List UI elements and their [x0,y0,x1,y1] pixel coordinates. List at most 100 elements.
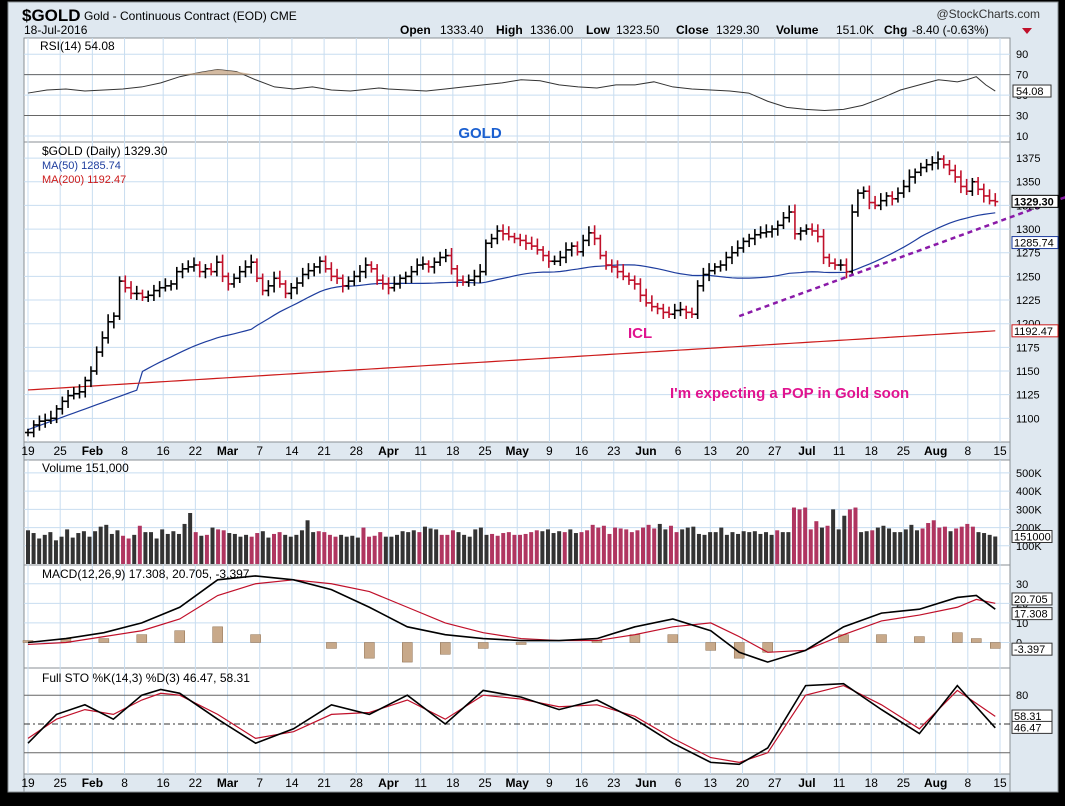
price-bar [30,420,37,438]
volume-bar [76,533,81,564]
x-tick-label: 28 [350,776,364,790]
volume-layer [26,507,998,564]
price-bar [643,288,650,307]
volume-bar [534,530,539,564]
volume-bar [344,536,349,564]
volume-bar [31,533,36,564]
volume-bar [210,527,215,564]
ma50-line [27,212,996,431]
macd-histogram-bar [212,626,223,643]
price-bar [843,258,850,279]
x-tick-label: 25 [897,444,911,458]
ma50-value-box [1011,236,1059,250]
price-bar [614,260,621,279]
volume-bar [540,531,545,564]
volume-bar [400,531,405,564]
x-tick-label: 11 [833,444,846,458]
volume-bar [143,532,148,564]
price-bar [391,276,398,292]
price-bar [282,280,289,299]
price-bar [671,303,678,319]
ma50-legend: MA(50) 1285.74 [42,160,121,172]
price-bar [42,413,49,428]
x-tick-label: 14 [285,444,299,458]
price-bar [328,262,335,282]
volume-tick-label: 500K [1016,468,1042,480]
ma50-value-label: 1285.74 [1014,238,1054,250]
volume-bar [976,532,981,564]
price-bar [477,264,484,284]
price-bar [168,280,175,291]
icl-annotation: ICL [628,325,652,342]
price-bar [465,274,472,287]
price-bar [837,259,844,271]
price-bar [551,255,558,266]
price-bar [437,251,444,266]
x-tick-label: 18 [446,444,460,458]
volume-bar [719,527,724,564]
volume-bar [322,532,327,564]
x-tick-label: Jul [798,776,815,790]
sto-d-value-label: 58.31 [1014,711,1042,723]
price-bar [912,168,919,184]
price-bar [900,179,907,198]
volume-bar [260,531,265,564]
volume-bar [780,532,785,564]
price-bar [666,306,673,319]
volume-bar [193,532,198,564]
price-bar [603,250,610,270]
volume-bar [775,530,780,564]
x-tick-label: 23 [607,776,621,790]
volume-current-label: 151000 [1014,531,1051,543]
x-tick-label: 6 [675,776,682,790]
volume-bar [674,532,679,564]
x-tick-label: Apr [378,444,399,458]
price-bar [425,260,432,273]
macd-legend: MACD(12,26,9) 17.308, 20.705, -3.397 [42,567,250,581]
volume-bar [898,532,903,564]
price-bar [625,272,632,285]
volume-bar [764,532,769,564]
volume-bar [165,533,170,564]
macd-histogram-bar [326,642,337,649]
price-bar [322,255,329,273]
volume-bar [987,534,992,564]
price-bar [185,260,192,273]
price-bar [414,258,421,276]
volume-bar [859,532,864,564]
price-bar [259,273,266,296]
trendline [738,196,1065,318]
volume-bar [98,526,103,564]
x-tick-label: 16 [156,776,170,790]
x-tick-label: 25 [897,776,911,790]
x-tick-label: 18 [865,444,879,458]
x-tick-label: 25 [478,776,492,790]
volume-bar [797,509,802,564]
volume-bar [26,530,30,564]
price-bar [608,259,615,273]
macd-hist-value-box [1011,642,1053,656]
volume-bar [299,530,304,564]
price-bar [242,260,249,278]
ma200-value-label: 1192.47 [1014,326,1053,338]
volume-bar [696,533,701,564]
open-label: Open [400,23,431,37]
volume-bar [724,534,729,564]
price-bar [122,275,129,293]
x-tick-label: 28 [350,444,364,458]
price-bar [65,389,72,408]
price-bar [288,283,295,300]
volume-bar [601,525,606,564]
price-bar [780,212,787,230]
volume-bar [255,533,260,564]
price-bar [866,185,873,210]
x-tick-label: 13 [704,444,718,458]
x-tick-label: Mar [217,444,239,458]
price-bar [76,384,83,399]
sto-k-value-box [1011,720,1053,734]
volume-bar [652,528,657,564]
volume-bar [288,536,293,564]
volume-bar [747,532,752,564]
price-bar [505,226,512,241]
volume-bar [355,537,360,564]
